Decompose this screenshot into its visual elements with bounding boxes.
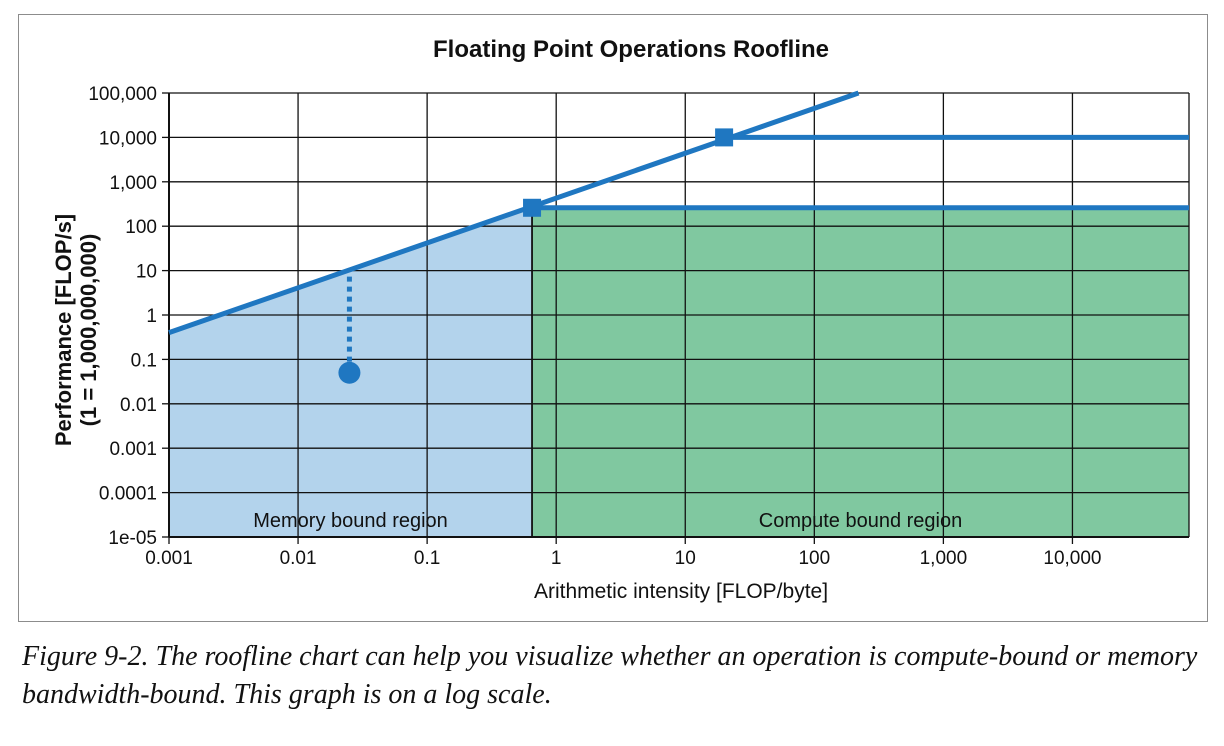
x-tick-label: 10 [675,548,696,569]
y-tick-label: 100,000 [88,84,157,105]
memory-bound-region-label: Memory bound region [253,510,448,532]
y-axis-label-units: (1 = 1,000,000,000) [76,234,101,427]
y-tick-label: 0.0001 [99,484,157,505]
x-axis-label: Arithmetic intensity [FLOP/byte] [534,580,828,603]
compute-bound-region-label: Compute bound region [759,510,962,532]
chart-title: Floating Point Operations Roofline [433,36,829,63]
ridge-point-marker [523,198,542,217]
ridge-point-marker [715,128,734,147]
x-tick-label: 1,000 [920,548,968,569]
chart-frame: Memory bound region Compute bound region 0… [18,14,1208,622]
regions-layer [169,206,1189,537]
x-tick-label: 100 [798,548,830,569]
x-tick-label: 1 [551,548,562,569]
y-tick-label: 1e-05 [108,528,157,549]
compute-bound-region [532,207,1189,537]
labels-layer: Memory bound region Compute bound region 0… [88,84,1101,569]
y-axis-label: Performance [FLOP/s] [51,214,76,446]
y-tick-label: 0.1 [131,350,157,371]
y-tick-label: 1,000 [109,173,157,194]
grid-layer [162,92,1190,544]
y-tick-label: 100 [125,217,157,238]
x-tick-label: 0.001 [145,548,193,569]
x-tick-label: 0.1 [414,548,440,569]
roofline-chart: Memory bound region Compute bound region 0… [51,36,1190,603]
y-tick-label: 0.01 [120,395,157,416]
series-layer [168,90,1189,384]
memory-roof-line [168,90,860,336]
operation-point [338,361,361,384]
y-tick-label: 10,000 [99,128,157,149]
x-tick-label: 10,000 [1043,548,1101,569]
figure-caption: Figure 9-2. The roofline chart can help … [22,641,1198,710]
y-tick-label: 10 [136,262,157,283]
x-tick-label: 0.01 [280,548,317,569]
y-tick-label: 1 [146,306,157,327]
y-axis-label-group: Performance [FLOP/s] (1 = 1,000,000,000) [51,214,101,446]
y-tick-label: 0.001 [109,439,157,460]
